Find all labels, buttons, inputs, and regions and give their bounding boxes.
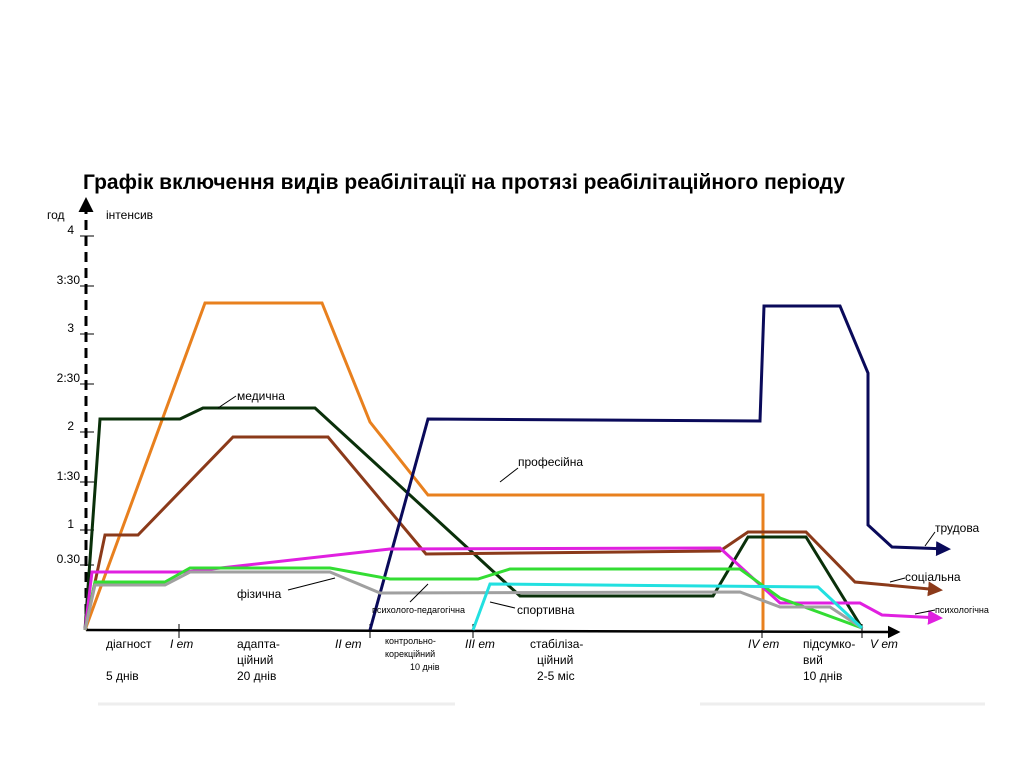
stage: III ет — [465, 637, 495, 651]
stage: корекційний — [385, 649, 435, 659]
line-professional — [83, 301, 765, 631]
y-tick-label: 3 — [67, 321, 74, 335]
leaders — [217, 395, 936, 615]
stage: стабіліза- — [530, 637, 583, 651]
stage-duration: 20 днів — [237, 669, 276, 683]
series-label: спортивна — [517, 603, 575, 617]
stage-duration: 10 днів — [410, 662, 440, 672]
stage: V ет — [870, 637, 898, 651]
y-tick-label: 2:30 — [57, 371, 81, 385]
y-ticks — [80, 235, 94, 566]
line-medical — [83, 406, 864, 631]
stage: ційний — [537, 653, 573, 667]
y-tick-label: 4 — [67, 223, 74, 237]
stage-duration: 2-5 міс — [537, 669, 575, 683]
line-psychopedagogical — [83, 570, 863, 631]
y-tick-label: 1:30 — [57, 469, 81, 483]
stage-labels: діагност 5 днів I ет адапта- ційний 20 д… — [106, 636, 898, 683]
stage-duration: 10 днів — [803, 669, 842, 683]
series-label: медична — [237, 389, 285, 403]
stage: контрольно- — [385, 636, 436, 646]
series-label: трудова — [935, 521, 980, 535]
y-label: інтенсив — [106, 208, 153, 222]
y-tick-label: 0.30 — [57, 552, 81, 566]
line-sport — [471, 582, 864, 631]
title: Графік включення видів реабілітації на п… — [83, 171, 845, 194]
series-label: фізична — [237, 587, 282, 601]
series-label: професійна — [518, 455, 583, 469]
stage: I ет — [170, 637, 193, 651]
series-label: соціальна — [905, 570, 961, 584]
stage: ційний — [237, 653, 273, 667]
stage: вий — [803, 653, 823, 667]
x-axis — [85, 625, 901, 639]
y-tick-labels: 4 3:30 3 2:30 2 1:30 1 0.30 — [57, 223, 81, 566]
stage: IV ет — [748, 637, 779, 651]
line-psychological — [83, 546, 943, 631]
y-label: год — [47, 208, 65, 222]
line-labour — [368, 304, 951, 631]
stage: підсумко- — [803, 637, 855, 651]
series-label: психологічна — [935, 605, 989, 615]
y-tick-label: 1 — [67, 517, 74, 531]
line-physical — [83, 566, 863, 631]
y-tick-label: 2 — [67, 419, 74, 433]
line-social — [83, 435, 943, 631]
stage: II ет — [335, 637, 362, 651]
stage: діагност — [106, 637, 152, 651]
stage-duration: 5 днів — [106, 669, 139, 683]
series-label: психолого-педагогічна — [372, 605, 465, 615]
stage: адапта- — [237, 637, 280, 651]
y-tick-label: 3:30 — [57, 273, 81, 287]
